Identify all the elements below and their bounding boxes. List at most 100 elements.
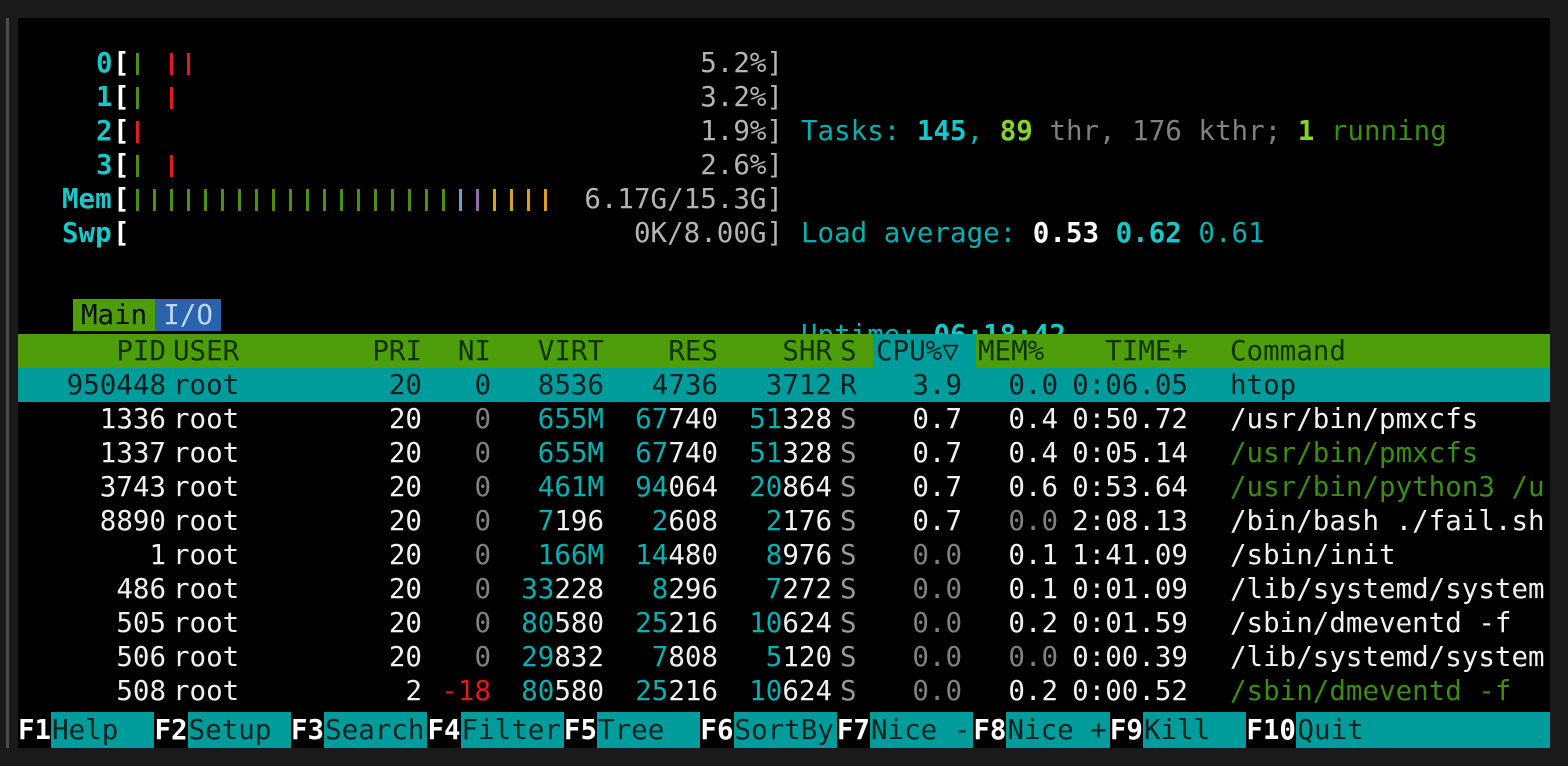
cell-time: 0:00.52 xyxy=(1072,675,1188,707)
cell-pri: 20 xyxy=(388,505,422,537)
cell-res: 8296 xyxy=(651,573,718,605)
function-label-setup[interactable]: Setup xyxy=(188,712,288,748)
table-row[interactable]: 506 root 20 0 29832 7808 5120 S 0.0 0.0 0:00.39/li… xyxy=(18,640,1550,674)
column-header-res: RES xyxy=(668,335,718,367)
cell-state: S xyxy=(840,675,857,707)
memory-meter-bar-cell xyxy=(204,189,207,211)
function-label-nice-[interactable]: Nice + xyxy=(1007,712,1107,748)
cpu-meter-bar-cell xyxy=(187,53,190,75)
table-header-row[interactable]: PID USER PRI NI VIRT RES SHR S CPU%▽ MEM% TIME+ Com… xyxy=(18,334,1550,368)
function-key-f7[interactable]: F7 xyxy=(836,712,870,748)
table-row[interactable]: 1337 root 20 0 655M 67740 51328 S 0.7 0.4 0:05.14 /… xyxy=(18,436,1550,470)
cell-time: 0:06.05 xyxy=(1072,369,1188,401)
table-row[interactable]: 486 root 20 0 33228 8296 7272 S 0.0 0.1 0:01.09/li… xyxy=(18,572,1550,606)
cell-ni: -18 xyxy=(441,675,491,707)
function-label-search[interactable]: Search xyxy=(325,712,425,748)
column-header-command: Command xyxy=(1230,335,1346,367)
memory-meter-bar-cell xyxy=(323,189,326,211)
table-row[interactable]: 508 root 2 -18 80580 25216 10624 S 0.0 0.2 0:00.52… xyxy=(18,674,1550,708)
cell-command: /usr/bin/pmxcfs xyxy=(1230,437,1479,469)
tab-main[interactable]: Main xyxy=(73,299,156,331)
function-key-f1[interactable]: F1 xyxy=(18,712,52,748)
cell-user: root xyxy=(173,471,240,503)
function-key-f9[interactable]: F9 xyxy=(1109,712,1143,748)
column-header-mem-percent[interactable]: MEM% xyxy=(978,335,1045,367)
cell-mem-percent: 0.0 xyxy=(1008,369,1058,401)
cell-cpu-percent: 0.7 xyxy=(912,471,962,503)
cell-time: 0:01.59 xyxy=(1072,607,1188,639)
cell-ni: 0 xyxy=(474,437,491,469)
cell-virt: 166M xyxy=(537,539,604,571)
cell-command: htop xyxy=(1230,369,1297,401)
cpu-meter-bar-cell xyxy=(136,121,139,143)
swap-meter-value: 0K/8.00G] xyxy=(633,217,783,249)
cell-state: S xyxy=(840,505,857,537)
cell-user: root xyxy=(173,539,240,571)
cell-user: root xyxy=(173,505,240,537)
table-row[interactable]: 8890 root 20 0 7196 2608 2176 S 0.7 0.0 2:08.13/bi… xyxy=(18,504,1550,538)
function-key-f6[interactable]: F6 xyxy=(700,712,734,748)
cell-pid: 508 xyxy=(116,675,166,707)
function-key-f10[interactable]: F10 xyxy=(1246,712,1296,748)
cell-pri: 20 xyxy=(388,607,422,639)
memory-meter-bar-cell xyxy=(170,189,173,211)
cpu-meter-value: 3.2%] xyxy=(700,81,783,113)
table-row[interactable]: 950448 root 20 0 8536 4736 3712 R 3.9 0.0 0:06.05 h… xyxy=(18,368,1550,402)
function-label-filter[interactable]: Filter xyxy=(461,712,561,748)
cell-pri: 20 xyxy=(388,471,422,503)
cell-virt: 80580 xyxy=(521,607,604,639)
cell-mem-percent: 0.6 xyxy=(1008,471,1058,503)
cell-command: /usr/bin/python3 /u xyxy=(1230,471,1545,503)
cell-command: /lib/systemd/system xyxy=(1230,573,1545,605)
cell-command: /bin/bash ./fail.sh xyxy=(1230,505,1545,537)
column-header-cpu-percent[interactable]: CPU%▽ xyxy=(876,335,959,367)
cell-shr: 2176 xyxy=(765,505,832,537)
memory-meter-bar-cell xyxy=(153,189,156,211)
cell-shr: 8976 xyxy=(765,539,832,571)
load-average-line: Load average: 0.53 0.62 0.61 xyxy=(801,216,1447,250)
cell-mem-percent: 0.1 xyxy=(1008,539,1058,571)
thread-count: 89 xyxy=(999,115,1033,147)
memory-meter-bar-cell xyxy=(255,189,258,211)
cell-command: /usr/bin/pmxcfs xyxy=(1230,403,1479,435)
cell-time: 2:08.13 xyxy=(1072,505,1188,537)
function-label-kill[interactable]: Kill xyxy=(1143,712,1244,748)
function-label-nice-[interactable]: Nice - xyxy=(871,712,971,748)
memory-meter-bar-cell xyxy=(374,189,377,211)
function-key-f5[interactable]: F5 xyxy=(563,712,598,748)
screen-tabs[interactable]: Main I/O xyxy=(73,299,221,331)
cell-virt: 8536 xyxy=(537,369,604,401)
meter-bracket-open: [ xyxy=(113,149,130,181)
function-key-f2[interactable]: F2 xyxy=(154,712,188,748)
table-row[interactable]: 1 root 20 0 166M 14480 8976 S 0.0 0.1 1:41.09/sbin… xyxy=(18,538,1550,572)
cell-state: S xyxy=(840,641,857,673)
memory-meter-bar-cell xyxy=(136,189,139,211)
cell-state: S xyxy=(840,437,857,469)
tab-i-o[interactable]: I/O xyxy=(155,299,221,331)
cell-user: root xyxy=(173,573,240,605)
table-row[interactable]: 3743 root 20 0 461M 94064 20864 S 0.7 0.6 0:53.64 /… xyxy=(18,470,1550,504)
function-label-tree[interactable]: Tree xyxy=(598,712,698,748)
function-key-f8[interactable]: F8 xyxy=(973,712,1007,748)
cell-ni: 0 xyxy=(474,539,491,571)
memory-meter-bar-cell xyxy=(221,189,224,211)
memory-meter-bar-cell xyxy=(340,189,343,211)
cell-pid: 506 xyxy=(116,641,166,673)
function-key-f4[interactable]: F4 xyxy=(427,712,461,748)
table-row[interactable]: 505 root 20 0 80580 25216 10624 S 0.0 0.2 0:01.59 /… xyxy=(18,606,1550,640)
cell-state: R xyxy=(840,369,857,401)
function-key-bar[interactable]: F1 Help F2 Setup F3 Search F4 Filter F5 Tree F6… xyxy=(18,712,1550,748)
function-label-sortby[interactable]: SortBy xyxy=(734,712,834,748)
column-header-state: S xyxy=(840,335,857,367)
cell-pid: 8890 xyxy=(99,505,166,537)
function-label-help[interactable]: Help xyxy=(52,712,152,748)
table-row[interactable]: 1336 root 20 0 655M 67740 51328 S 0.7 0.4 0:50.72 /… xyxy=(18,402,1550,436)
cell-time: 0:00.39 xyxy=(1072,641,1188,673)
function-label-quit[interactable]: Quit xyxy=(1297,712,1364,748)
cell-time: 0:05.14 xyxy=(1072,437,1188,469)
cell-ni: 0 xyxy=(474,641,491,673)
cell-ni: 0 xyxy=(474,505,491,537)
memory-meter-bar-cell xyxy=(527,189,530,211)
kthread-count: 176 xyxy=(1132,115,1182,147)
function-key-f3[interactable]: F3 xyxy=(290,712,325,748)
